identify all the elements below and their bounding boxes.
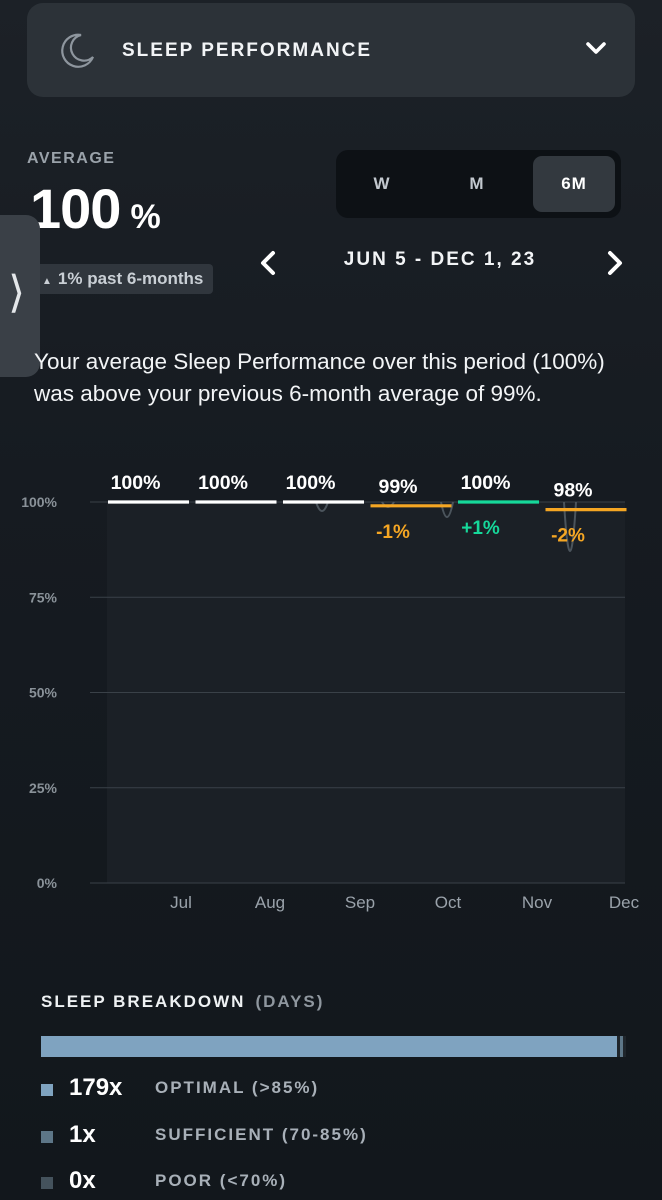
daily-dip (563, 501, 577, 552)
monthly-value-label: 100% (461, 472, 511, 494)
legend-swatch (41, 1131, 53, 1143)
metric-title: SLEEP PERFORMANCE (122, 40, 373, 61)
x-tick-label: Sep (345, 893, 375, 912)
legend-label: SUFFICIENT (70-85%) (155, 1125, 368, 1144)
summary-text: Your average Sleep Performance over this… (34, 349, 605, 406)
legend-swatch (41, 1084, 53, 1096)
x-tick-label: Nov (522, 893, 553, 912)
monthly-value-label: 100% (111, 472, 161, 494)
daily-dip (315, 501, 329, 512)
date-range: JUN 5 - DEC 1, 23 (343, 249, 537, 270)
moon-icon (61, 33, 95, 68)
previous-period-arrow-icon[interactable] (258, 250, 278, 276)
monthly-value-label: 98% (553, 480, 592, 502)
average-label: AVERAGE (27, 150, 116, 167)
x-tick-label: Oct (435, 893, 462, 912)
monthly-value-label: 100% (198, 472, 248, 494)
next-period-arrow-icon[interactable] (605, 250, 625, 276)
x-tick-label: Aug (255, 893, 285, 912)
performance-chart: 100% 75% 50% 25% 0% Jul Aug Sep Oct Nov Dec 100% 100… (0, 450, 662, 930)
monthly-value-label: 100% (286, 472, 336, 494)
legend-label: POOR (<70%) (155, 1171, 288, 1190)
y-tick-label: 25% (29, 780, 58, 796)
x-tick-label: Jul (170, 893, 192, 912)
x-tick-label: Dec (609, 893, 640, 912)
sufficient-bar-segment (620, 1036, 624, 1057)
chevron-down-icon[interactable] (585, 41, 607, 57)
y-tick-label: 100% (21, 494, 57, 510)
y-tick-label: 50% (29, 685, 58, 701)
tab-week[interactable]: W (373, 174, 391, 193)
y-tick-label: 75% (29, 589, 58, 605)
legend-count: 179x (69, 1074, 123, 1101)
monthly-delta-label: -2% (551, 526, 585, 547)
tab-6-months[interactable]: 6M (533, 156, 615, 212)
chevron-right-icon: ⟩ (8, 268, 26, 317)
triangle-up-icon: ▲ (42, 276, 52, 287)
breakdown-bar (41, 1036, 626, 1057)
legend-label: OPTIMAL (>85%) (155, 1078, 320, 1097)
trend-badge: ▲ 1% past 6-months (32, 264, 214, 294)
monthly-delta-label: -1% (376, 522, 410, 543)
average-value: 100% (30, 177, 161, 240)
tab-month[interactable]: M (469, 174, 485, 193)
breakdown-title: SLEEP BREAKDOWN (DAYS) (41, 992, 325, 1011)
optimal-bar-segment (41, 1036, 618, 1057)
legend-swatch (41, 1177, 53, 1189)
monthly-delta-label: +1% (461, 518, 500, 539)
metric-selector[interactable]: SLEEP PERFORMANCE (27, 3, 635, 97)
y-tick-label: 0% (37, 875, 58, 891)
side-drawer-handle[interactable]: ⟩ (0, 215, 40, 377)
monthly-value-label: 99% (378, 476, 417, 498)
legend-count: 1x (69, 1121, 96, 1148)
legend-count: 0x (69, 1167, 96, 1194)
range-selector: W M 6M (336, 150, 621, 218)
chart-svg: 100% 75% 50% 25% 0% Jul Aug Sep Oct Nov Dec 100% 100… (21, 472, 640, 912)
